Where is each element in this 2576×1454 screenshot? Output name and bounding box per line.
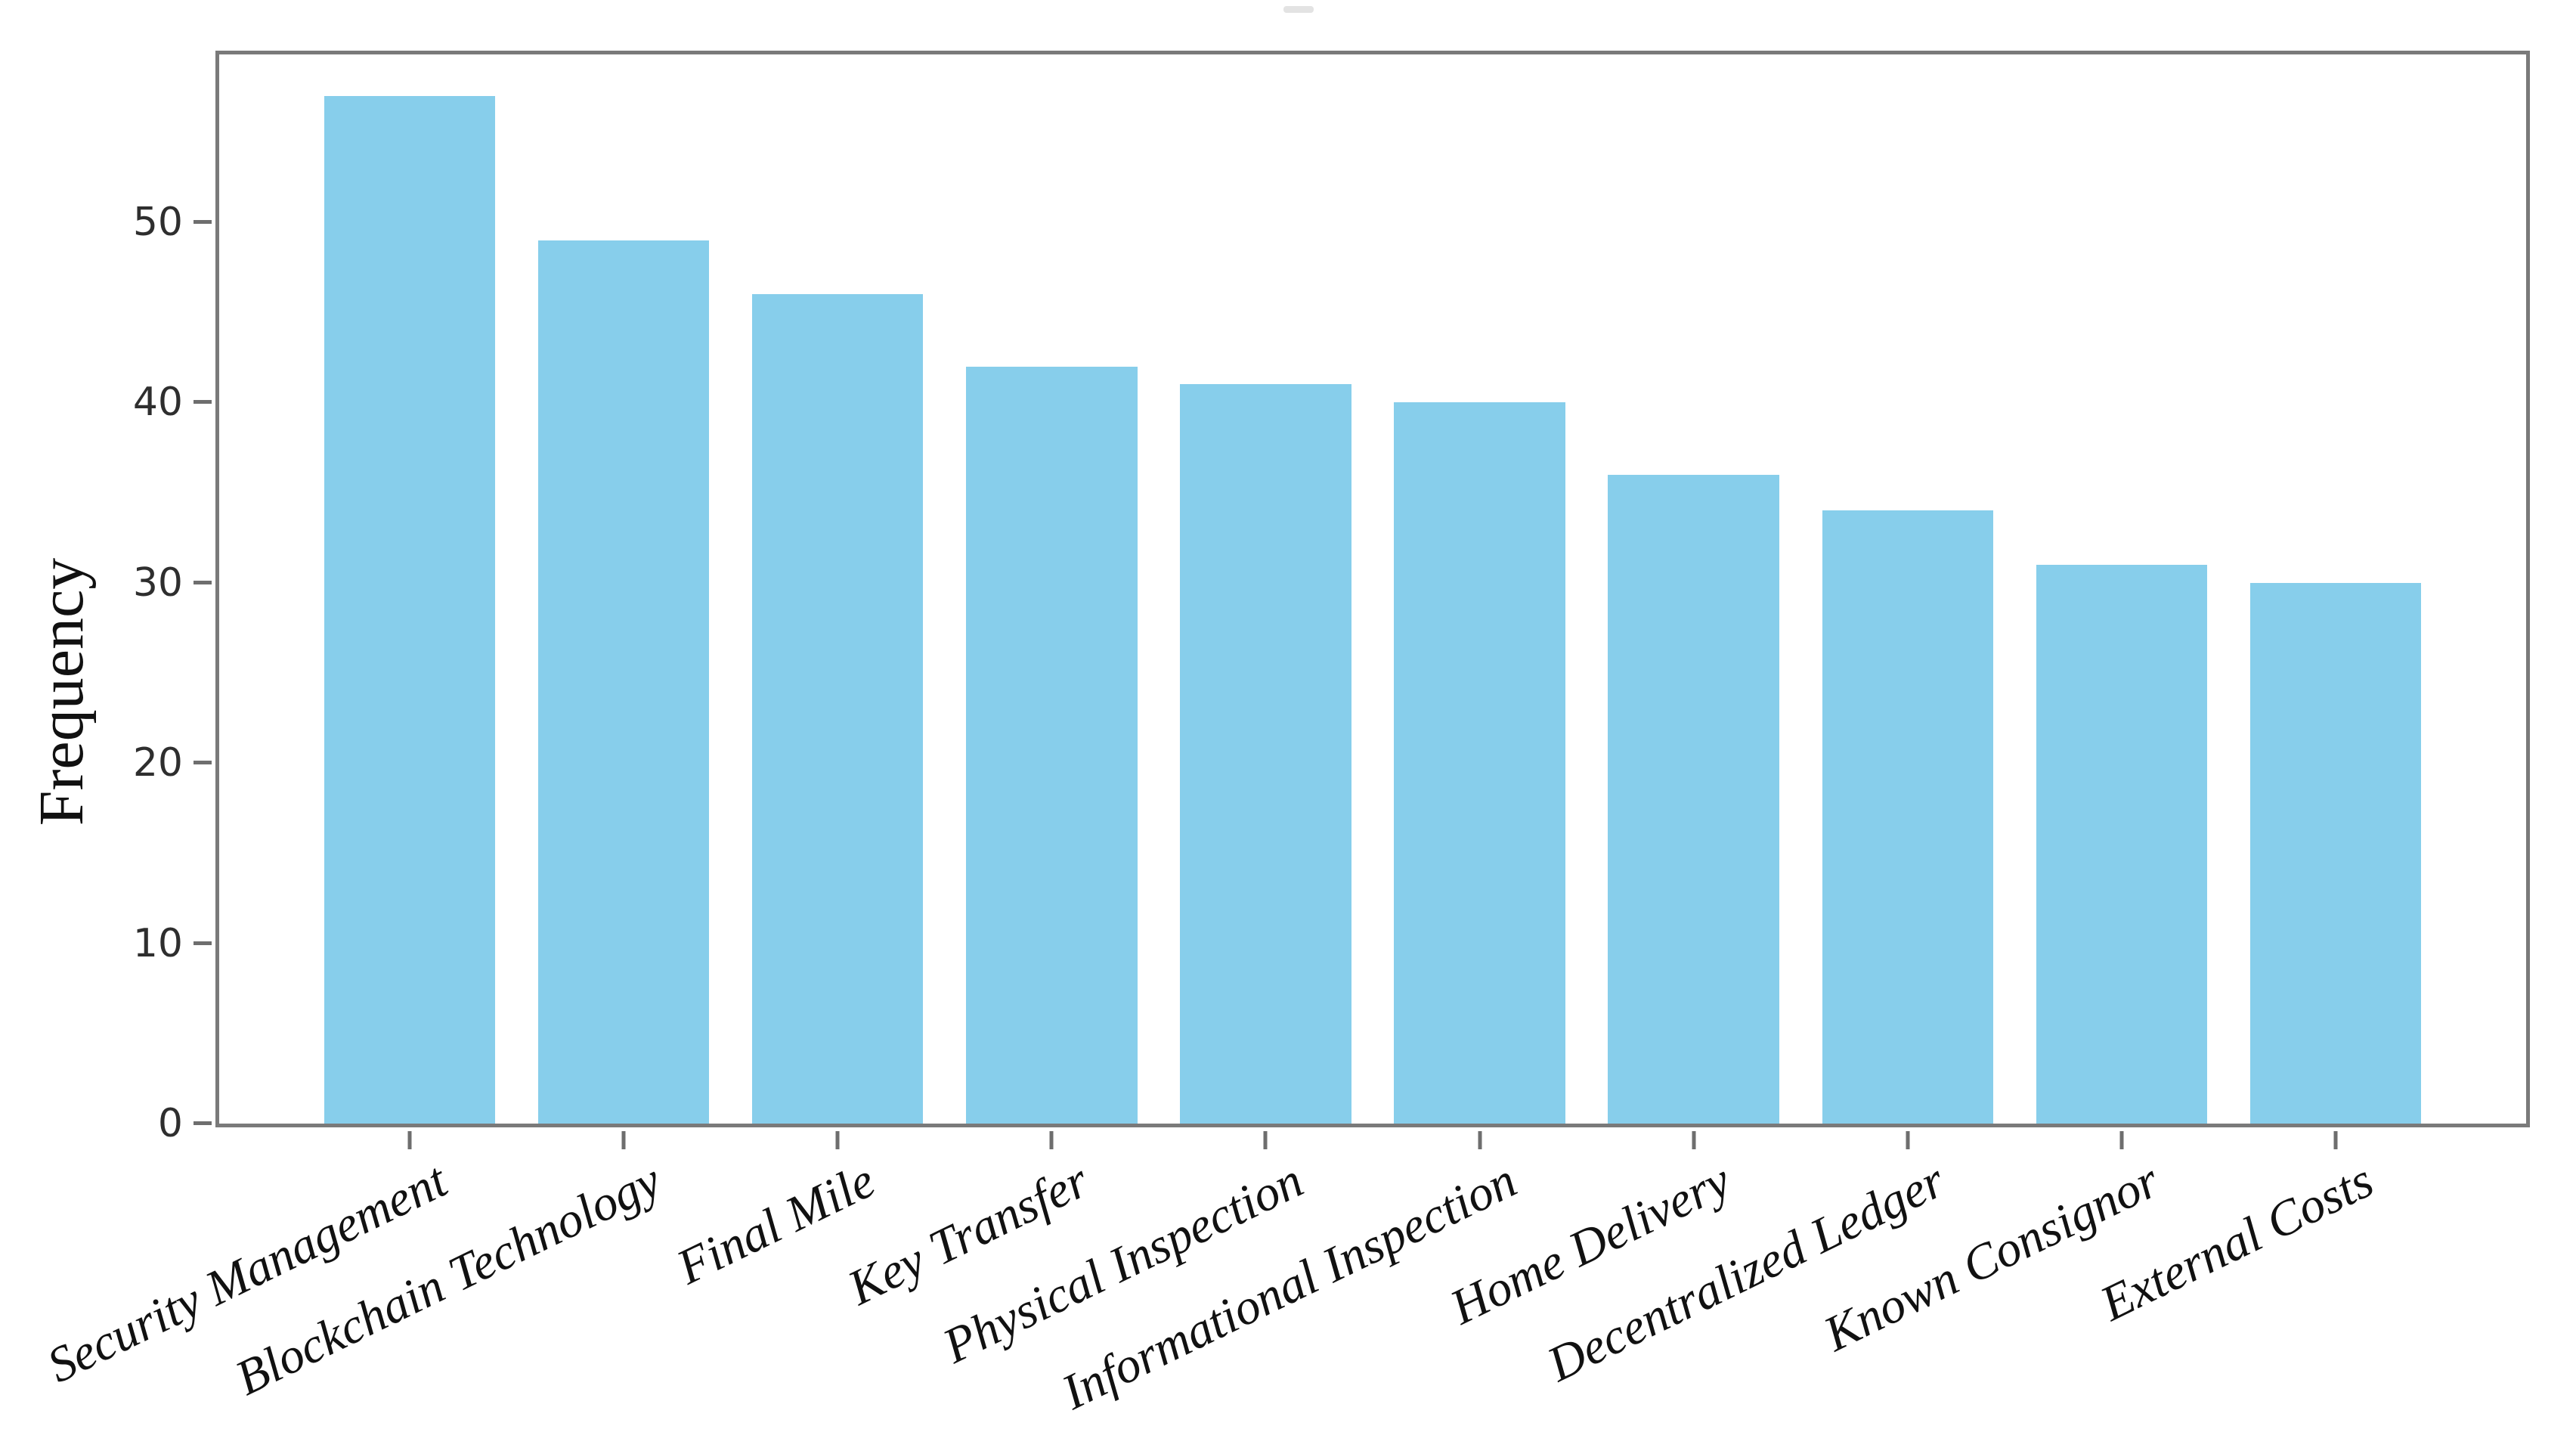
x-tick-mark <box>2333 1131 2338 1149</box>
bar-10 <box>2249 582 2422 1124</box>
y-tick-mark <box>194 580 212 584</box>
x-tick-label: Decentralized Ledger <box>1539 1152 1954 1393</box>
y-tick-label: 20 <box>132 740 183 786</box>
x-tick-mark <box>621 1131 626 1149</box>
bar-4 <box>966 366 1138 1124</box>
y-tick-label: 50 <box>132 199 183 245</box>
bar-3 <box>751 294 924 1124</box>
bar-6 <box>1394 402 1565 1124</box>
plot-inner-area <box>219 54 2526 1124</box>
x-tick-mark <box>1906 1131 1910 1149</box>
y-tick-mark <box>194 400 212 405</box>
x-tick-mark <box>1049 1131 1054 1149</box>
x-tick-mark <box>407 1131 412 1149</box>
y-tick-label: 40 <box>132 380 183 426</box>
plot-area: Security Management Blockchain Technology… <box>39 51 2530 1421</box>
y-tick-mark <box>194 761 212 765</box>
y-tick-mark <box>194 219 212 224</box>
screenshot-artifact-mark <box>1283 6 1314 13</box>
y-tick-label: 0 <box>157 1101 183 1146</box>
y-tick-label: 10 <box>132 920 183 966</box>
x-tick-mark <box>2119 1131 2124 1149</box>
y-tick-mark <box>194 1121 212 1125</box>
y-tick-mark <box>194 941 212 945</box>
bar-2 <box>537 240 710 1124</box>
x-tick-mark <box>1263 1131 1268 1149</box>
bar-8 <box>1822 510 1994 1124</box>
x-tick-mark <box>1478 1131 1482 1149</box>
x-tick-mark <box>835 1131 840 1149</box>
bar-1 <box>324 95 496 1124</box>
y-axis-label: Frequency <box>26 557 97 826</box>
y-tick-label: 30 <box>132 560 183 606</box>
x-tick-mark <box>1692 1131 1696 1149</box>
bar-7 <box>1608 474 1779 1124</box>
bar-5 <box>1180 384 1351 1124</box>
bar-9 <box>2036 564 2208 1124</box>
